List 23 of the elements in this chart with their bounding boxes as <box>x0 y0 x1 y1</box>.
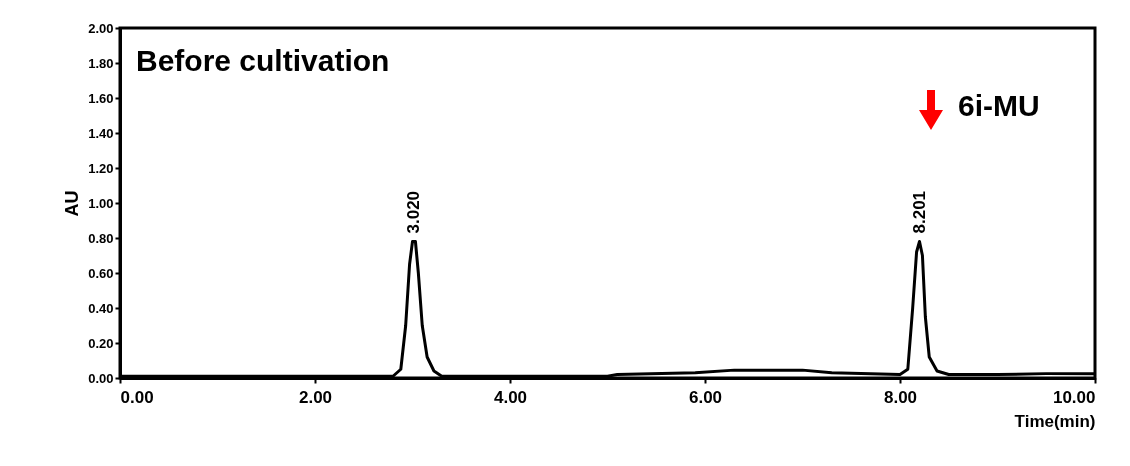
x-tick-label: 4.00 <box>493 387 528 407</box>
y-tick-label: 0.60 <box>88 265 114 281</box>
x-axis-title: Time(min) <box>1014 411 1096 431</box>
y-tick-label: 1.00 <box>88 195 114 211</box>
y-axis-title: AU <box>62 190 83 217</box>
y-tick-label: 2.00 <box>88 20 114 36</box>
text: Before cultivation <box>136 44 390 77</box>
y-tick-label: 1.20 <box>88 160 114 176</box>
x-tick-label: 8.00 <box>883 387 918 407</box>
annotation: 3.020 <box>404 190 424 234</box>
y-tick-label: 0.40 <box>88 300 114 316</box>
y-tick-label: 1.60 <box>88 90 114 106</box>
annotation: 8.201 <box>909 190 929 234</box>
x-tick-label: 2.00 <box>298 387 333 407</box>
y-tick-label: 0.80 <box>88 230 114 246</box>
y-tick-label: 0.00 <box>88 370 114 386</box>
y-tick-label: 1.40 <box>88 125 114 141</box>
annotation: 6i-MU <box>958 89 1040 122</box>
y-tick-label: 0.20 <box>88 335 114 351</box>
y-tick-label: 1.80 <box>88 55 114 71</box>
x-tick-label: 6.00 <box>688 387 723 407</box>
x-tick-label: 10.00 <box>1052 387 1096 407</box>
x-tick-label: 0.00 <box>120 387 154 407</box>
